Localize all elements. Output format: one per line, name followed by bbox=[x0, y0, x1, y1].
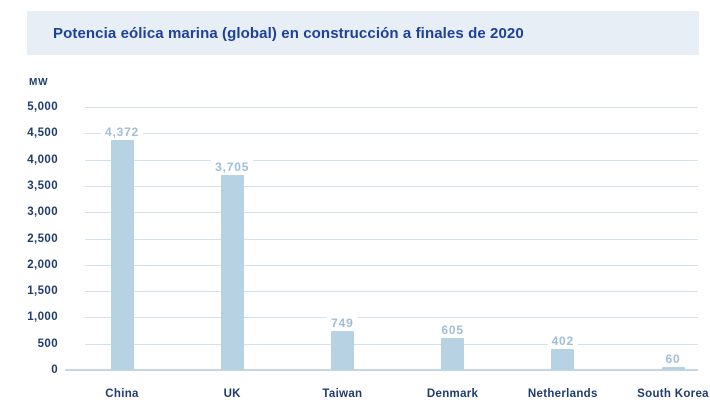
y-axis-unit-label: MW bbox=[29, 77, 49, 88]
plot-area: 4,372 3,705 749 605 402 60 bbox=[65, 107, 698, 371]
gridline bbox=[85, 317, 698, 319]
x-axis-baseline bbox=[65, 369, 698, 371]
y-tick-label: 3,500 bbox=[27, 179, 58, 192]
gridline bbox=[85, 133, 698, 135]
x-axis: China UK Taiwan Denmark Netherlands South Kor… bbox=[85, 388, 708, 408]
gridline bbox=[85, 264, 698, 266]
y-tick-label: 4,000 bbox=[27, 153, 58, 166]
bar-value-label: 605 bbox=[437, 323, 468, 337]
gridline bbox=[85, 212, 698, 214]
chart-title-banner: Potencia eólica marina (global) en const… bbox=[27, 11, 699, 55]
x-category-label: Netherlands bbox=[527, 388, 598, 400]
gridline bbox=[85, 159, 698, 161]
bar-denmark bbox=[441, 338, 465, 370]
gridline bbox=[85, 185, 698, 187]
bar-value-label: 60 bbox=[661, 352, 685, 366]
bar-value-label: 3,705 bbox=[211, 160, 254, 174]
x-category-label: UK bbox=[223, 388, 241, 400]
y-tick-label: 1,000 bbox=[27, 311, 58, 324]
bar-netherlands bbox=[551, 349, 575, 370]
gridline bbox=[85, 291, 698, 293]
bar-value-label: 402 bbox=[547, 334, 579, 348]
x-category-label: Denmark bbox=[426, 388, 479, 400]
y-tick-label: 2,000 bbox=[27, 258, 58, 271]
x-category-label: China bbox=[105, 388, 139, 400]
bar-china bbox=[110, 140, 134, 370]
bar-south-korea bbox=[661, 367, 685, 370]
y-tick-label: 4,500 bbox=[27, 127, 58, 140]
y-tick-label: 5,000 bbox=[27, 101, 58, 113]
bar-value-label: 749 bbox=[327, 316, 358, 330]
gridline bbox=[85, 238, 698, 240]
y-tick-label: 0 bbox=[51, 364, 58, 376]
x-category-label: Taiwan bbox=[322, 388, 363, 400]
y-axis: 0 500 1,000 1,500 2,000 2,500 3,000 3,500 4,000 4… bbox=[18, 101, 58, 376]
x-category-label: South Korea bbox=[637, 388, 709, 400]
bar-uk bbox=[220, 175, 244, 370]
bar-value-label: 4,372 bbox=[100, 125, 144, 139]
bar-taiwan bbox=[330, 331, 354, 370]
y-tick-label: 3,000 bbox=[27, 206, 58, 219]
chart-title: Potencia eólica marina (global) en const… bbox=[53, 24, 524, 42]
gridline bbox=[85, 107, 698, 108]
y-tick-label: 1,500 bbox=[27, 285, 58, 298]
y-tick-label: 2,500 bbox=[27, 232, 58, 245]
gridline bbox=[85, 343, 698, 345]
y-tick-label: 500 bbox=[37, 337, 58, 350]
